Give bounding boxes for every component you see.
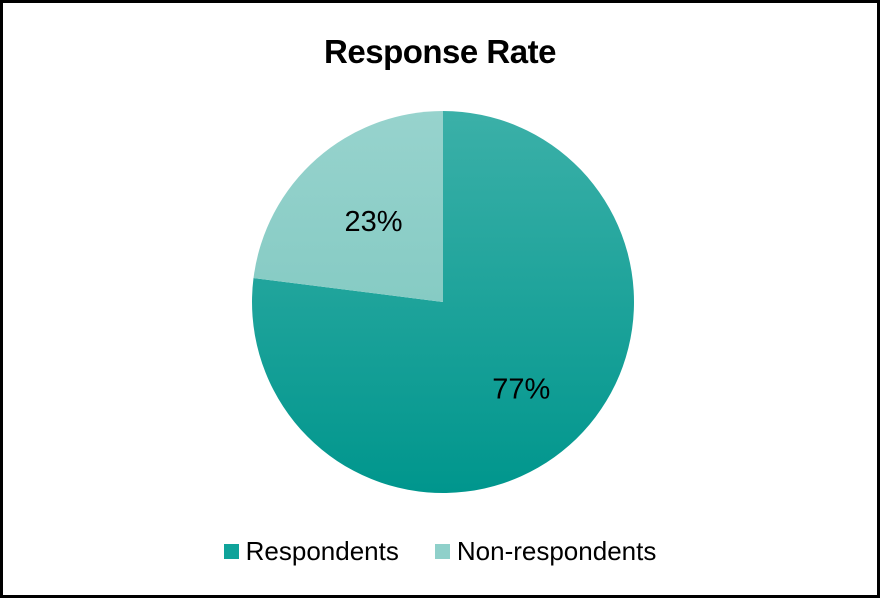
legend-item-non-respondents: Non-respondents [434, 536, 657, 567]
pie-slice-non-respondents [253, 111, 443, 302]
pie-label-respondents: 77% [492, 373, 550, 405]
pie-chart: 77% 23% [252, 111, 635, 493]
legend-label-non-respondents: Non-respondents [456, 536, 657, 566]
chart-legend: Respondents Non-respondents [3, 536, 877, 567]
pie-label-non-respondents: 23% [344, 206, 402, 238]
pie-slice-respondents [252, 111, 635, 493]
legend-label-respondents: Respondents [245, 536, 399, 566]
legend-swatch-respondents [223, 544, 239, 559]
legend-swatch-non-respondents [434, 544, 450, 559]
legend-item-respondents: Respondents [223, 536, 399, 567]
chart-title: Response Rate [324, 33, 556, 70]
